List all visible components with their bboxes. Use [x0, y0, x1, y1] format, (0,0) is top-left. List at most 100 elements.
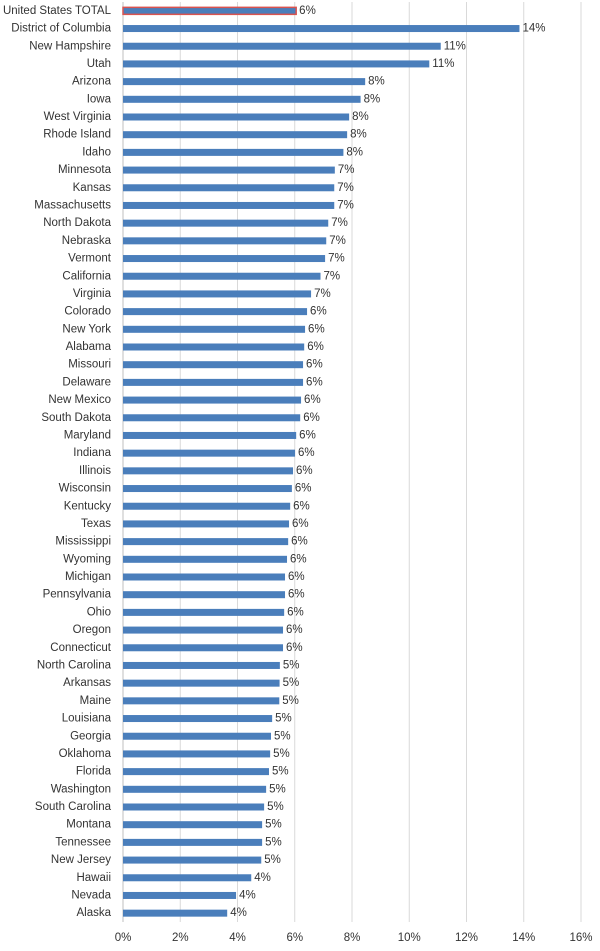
y-tick-label: Arizona [72, 76, 112, 88]
value-label: 4% [239, 889, 256, 901]
x-tick-label: 12% [455, 932, 478, 944]
y-tick-label: Wyoming [63, 553, 111, 565]
y-tick-label: Arkansas [63, 677, 111, 689]
y-tick-label: Alabama [66, 341, 112, 353]
value-label: 5% [283, 659, 300, 671]
bar [123, 891, 237, 899]
bar [123, 732, 271, 740]
bar [123, 148, 344, 156]
y-tick-label: Texas [81, 518, 111, 530]
value-label: 6% [291, 536, 308, 548]
bar [123, 608, 285, 616]
bar [123, 113, 350, 121]
bar [123, 644, 284, 652]
value-label: 6% [303, 412, 320, 424]
value-label: 6% [299, 5, 316, 17]
bar [123, 449, 296, 457]
y-tick-label: Maine [80, 695, 111, 707]
y-tick-label: Montana [66, 819, 111, 831]
bar [123, 131, 348, 139]
value-label: 7% [337, 199, 354, 211]
y-tick-label: Ohio [87, 606, 111, 618]
y-tick-label: Pennsylvania [43, 589, 112, 601]
y-tick-label: Missouri [68, 359, 111, 371]
bar [123, 378, 304, 386]
value-label: 6% [288, 589, 305, 601]
value-label: 7% [324, 270, 341, 282]
value-label: 5% [265, 819, 282, 831]
y-tick-label: Massachusetts [34, 199, 111, 211]
bar [123, 626, 284, 634]
y-tick-label: Alaska [76, 907, 111, 919]
y-tick-label: Tennessee [55, 836, 111, 848]
bar [123, 325, 306, 333]
value-label: 5% [274, 730, 291, 742]
bar [122, 6, 297, 16]
value-label: 5% [269, 783, 286, 795]
y-tick-label: Mississippi [55, 536, 111, 548]
y-tick-label: Indiana [73, 447, 111, 459]
y-tick-label: Florida [76, 766, 112, 778]
y-tick-label: New Mexico [48, 394, 111, 406]
value-label: 5% [265, 836, 282, 848]
y-tick-label: New Hampshire [29, 40, 111, 52]
bar [123, 361, 304, 369]
value-label: 7% [338, 164, 355, 176]
y-tick-label: Connecticut [50, 642, 112, 654]
y-tick-label: Illinois [79, 465, 111, 477]
bar [123, 201, 335, 209]
value-label: 5% [272, 766, 289, 778]
bar [123, 431, 297, 439]
value-label: 6% [288, 571, 305, 583]
value-label: 6% [292, 518, 309, 530]
y-tick-label: New York [62, 323, 111, 335]
y-tick-label: Maryland [64, 429, 111, 441]
value-label: 6% [306, 359, 323, 371]
x-tick-label: 2% [172, 932, 189, 944]
y-tick-label: Delaware [62, 376, 111, 388]
bar [123, 750, 271, 758]
x-tick-label: 14% [512, 932, 535, 944]
bar [123, 237, 327, 245]
y-tick-label: North Carolina [37, 659, 112, 671]
x-tick-label: 4% [229, 932, 246, 944]
y-tick-label: California [62, 270, 111, 282]
y-tick-label: Washington [51, 783, 111, 795]
bar [123, 768, 269, 776]
value-label: 7% [329, 235, 346, 247]
bar [123, 520, 290, 528]
bar [123, 838, 263, 846]
y-tick-label: Wisconsin [59, 483, 111, 495]
value-label: 5% [275, 713, 292, 725]
bar [123, 396, 302, 404]
bar [123, 166, 335, 174]
value-label: 8% [346, 146, 363, 158]
bar [123, 272, 321, 280]
value-label: 8% [350, 129, 367, 141]
value-label: 6% [295, 483, 312, 495]
y-tick-label: Vermont [68, 253, 112, 265]
y-tick-label: Michigan [65, 571, 111, 583]
y-tick-label: United States TOTAL [3, 5, 112, 17]
bar [123, 485, 292, 493]
value-label: 5% [282, 695, 299, 707]
bar [123, 591, 286, 599]
y-tick-label: New Jersey [51, 854, 111, 866]
x-tick-label: 6% [286, 932, 303, 944]
value-label: 5% [283, 677, 300, 689]
value-label: 7% [314, 288, 331, 300]
value-label: 7% [331, 217, 348, 229]
bar [123, 697, 280, 705]
bar [123, 25, 520, 33]
y-tick-label: Louisiana [62, 713, 112, 725]
value-label: 6% [286, 624, 303, 636]
y-tick-label: Iowa [87, 93, 112, 105]
value-label: 6% [287, 606, 304, 618]
value-label: 5% [267, 801, 284, 813]
y-tick-label: Nebraska [62, 235, 112, 247]
bar [123, 343, 305, 351]
value-label: 4% [230, 907, 247, 919]
y-tick-label: Oklahoma [59, 748, 112, 760]
y-tick-label: Colorado [64, 306, 111, 318]
bar [123, 184, 335, 192]
